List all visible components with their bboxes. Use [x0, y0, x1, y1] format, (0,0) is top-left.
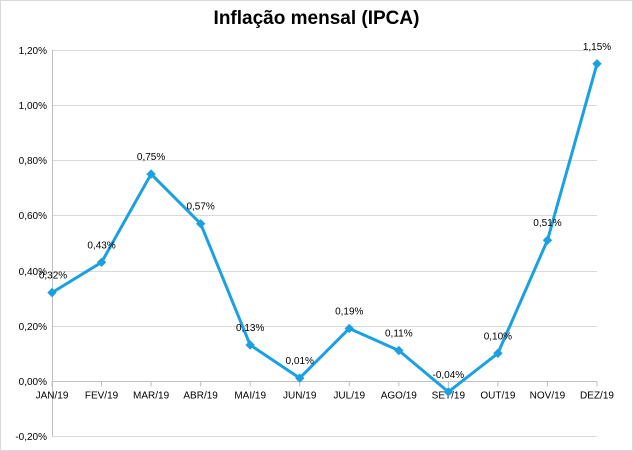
y-tick-labels: -0,20% 0,00% 0,20% 0,40% 0,60% 0,80% 1,00% 1,20…	[15, 46, 47, 443]
x-tick-label: MAR/19	[133, 391, 170, 402]
data-point-marker	[96, 257, 107, 268]
data-label: 0,11%	[385, 329, 413, 340]
x-tick-label: JUL/19	[333, 391, 365, 402]
data-point-marker	[245, 340, 255, 350]
data-point-marker	[493, 348, 503, 358]
data-label: 0,32%	[39, 271, 67, 282]
x-tick-label: AGO/19	[381, 391, 418, 402]
x-tick-labels: JAN/19 FEV/19 MAR/19 ABR/19 MAI/19 JUN/19 JUL/…	[36, 391, 615, 402]
data-label: 0,01%	[286, 356, 314, 367]
data-label: 0,57%	[186, 202, 214, 213]
y-tick-label: 1,20%	[19, 46, 47, 57]
series-line	[51, 63, 599, 394]
y-tick-label: 1,00%	[19, 101, 47, 112]
chart-title: Inflação mensal (IPCA)	[213, 8, 420, 29]
y-tick-label: 0,40%	[19, 267, 47, 278]
data-labels: 0,32% 0,43% 0,75% 0,57% 0,13% 0,01% 0,19% 0,11%…	[39, 42, 611, 381]
data-label: 0,19%	[335, 306, 363, 317]
x-tick-label: ABR/19	[183, 391, 218, 402]
gridlines	[52, 50, 597, 437]
data-label: 0,43%	[87, 240, 115, 251]
x-tick-label: JAN/19	[36, 391, 69, 402]
data-label: 0,13%	[236, 323, 264, 334]
y-tick-label: 0,20%	[19, 322, 47, 333]
x-tick-label: DEZ/19	[580, 391, 614, 402]
x-tick-label: FEV/19	[85, 391, 119, 402]
y-tick-label: 0,60%	[19, 211, 47, 222]
data-point-marker	[394, 345, 404, 356]
data-point-marker	[195, 218, 206, 229]
x-tick-label: NOV/19	[530, 391, 566, 402]
series-line-layer	[51, 63, 599, 394]
data-point-marker	[592, 59, 602, 69]
data-point-marker	[542, 235, 553, 245]
data-point-marker	[47, 287, 57, 298]
markers	[47, 59, 602, 397]
x-tick-label: MAI/19	[234, 391, 266, 402]
data-label: 0,51%	[533, 218, 561, 229]
data-point-marker	[443, 387, 454, 397]
data-label: -0,04%	[433, 370, 465, 381]
y-tick-label: 0,00%	[19, 377, 47, 388]
data-label: 0,75%	[137, 152, 165, 163]
x-tick-label: OUT/19	[480, 391, 515, 402]
x-tick-label: JUN/19	[283, 391, 317, 402]
data-label: 1,15%	[583, 42, 611, 53]
data-point-marker	[295, 373, 305, 383]
y-tick-label: -0,20%	[15, 432, 47, 443]
data-point-marker	[146, 169, 156, 179]
y-tick-label: 0,80%	[19, 156, 47, 167]
data-point-marker	[344, 323, 354, 334]
data-label: 0,10%	[484, 331, 512, 342]
axes	[51, 50, 598, 436]
